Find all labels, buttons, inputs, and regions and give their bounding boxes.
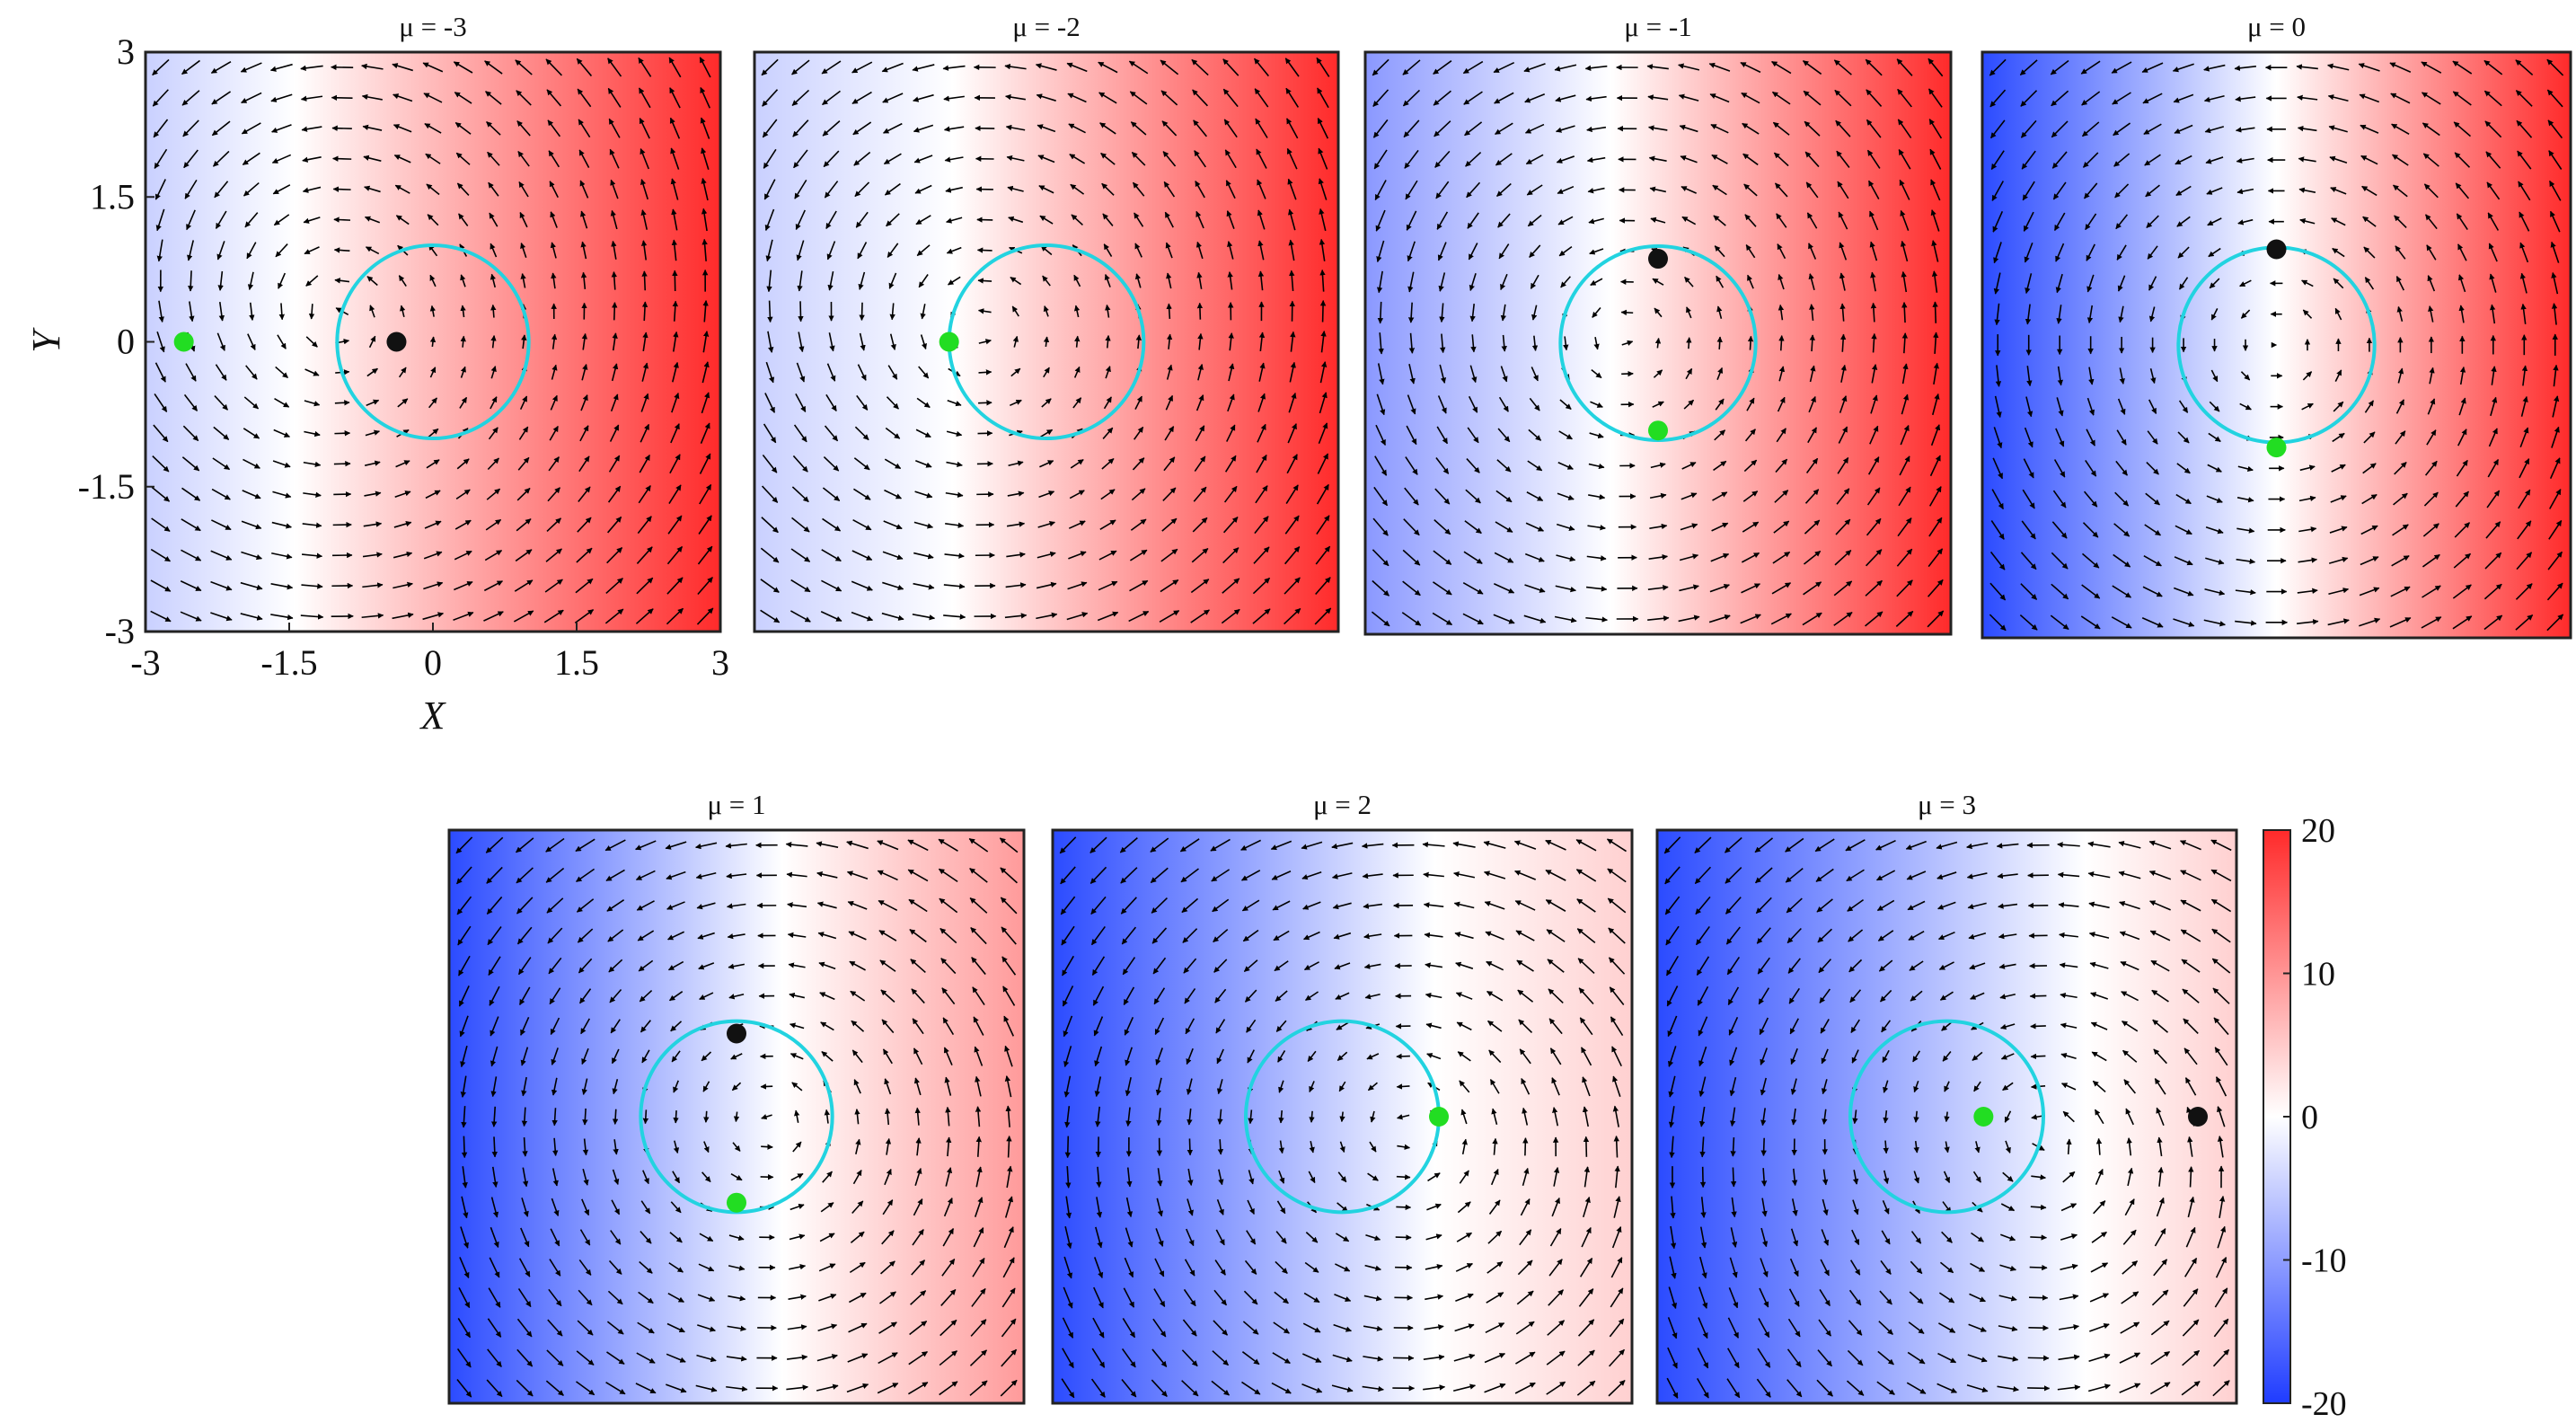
green-point <box>173 331 194 352</box>
green-point <box>2266 438 2287 458</box>
panel-title: μ = 1 <box>707 789 765 820</box>
quiver-field <box>760 57 1332 625</box>
y-axis-label: Y <box>24 327 68 353</box>
panel-mu-0: μ = 0 <box>1981 11 2572 640</box>
panel-mu--1: μ = -1 <box>1363 11 1953 636</box>
green-point <box>1973 1107 1994 1127</box>
axes-frame <box>1655 828 2238 1405</box>
green-point <box>1648 420 1668 441</box>
panel-title: μ = -2 <box>1012 11 1080 42</box>
x-tick-label: -3 <box>130 642 160 683</box>
unit-circle <box>335 243 531 440</box>
green-point <box>1429 1107 1449 1127</box>
y-tick-label: -1.5 <box>78 466 135 507</box>
black-point <box>1648 249 1668 270</box>
green-point <box>727 1192 746 1213</box>
panel-mu-1: μ = 1 <box>447 789 1026 1405</box>
x-axis-label: X <box>419 694 447 738</box>
quiver-field <box>1663 836 2232 1399</box>
axes-frame <box>1363 50 1953 636</box>
black-point <box>386 331 407 352</box>
panel-title: μ = 3 <box>1918 789 1976 820</box>
axes-frame <box>1051 828 1634 1405</box>
y-tick-label: 1.5 <box>90 176 135 217</box>
panel-mu-2: μ = 2 <box>1051 789 1634 1405</box>
panel-title: μ = -1 <box>1624 11 1691 42</box>
panel-title: μ = 2 <box>1313 789 1372 820</box>
axes-frame <box>1981 50 2572 640</box>
black-point <box>2266 239 2287 260</box>
y-tick-label: 0 <box>117 322 135 362</box>
y-tick-label: 3 <box>117 31 135 72</box>
x-tick-label: 0 <box>424 642 442 683</box>
colorbar-tick-label: -20 <box>2301 1385 2347 1423</box>
quiver-field <box>1059 836 1627 1399</box>
colorbar-tick-label: 10 <box>2301 956 2335 994</box>
green-point <box>939 331 959 352</box>
unit-circle <box>1848 1019 2045 1215</box>
x-tick-label: 3 <box>711 642 729 683</box>
black-point <box>2188 1107 2208 1127</box>
panel-mu--2: μ = -2 <box>753 11 1340 633</box>
colorbar-tick-label: -10 <box>2301 1242 2347 1280</box>
axes-frame <box>753 50 1340 633</box>
panel-mu-3: μ = 3 <box>1655 789 2238 1405</box>
black-point <box>727 1023 746 1044</box>
panel-title: μ = -3 <box>399 11 466 42</box>
panel-title: μ = 0 <box>2247 11 2306 42</box>
colorbar-tick-label: 0 <box>2301 1099 2318 1136</box>
quiver-field <box>150 57 714 625</box>
heatmap-background <box>1982 52 2571 638</box>
panel-mu--3: μ = -3 3 1.5 0 -1.5 -3-3 -1.5 0 1.5 3 X Y <box>24 11 729 738</box>
colorbar: 20 10 0 -10 -20 <box>2263 812 2347 1423</box>
y-tick-label: -3 <box>105 611 135 651</box>
x-tick-label: 1.5 <box>554 642 599 683</box>
axes-frame <box>447 828 1026 1405</box>
colorbar-tick-label: 20 <box>2301 812 2335 850</box>
x-tick-label: -1.5 <box>260 642 317 683</box>
